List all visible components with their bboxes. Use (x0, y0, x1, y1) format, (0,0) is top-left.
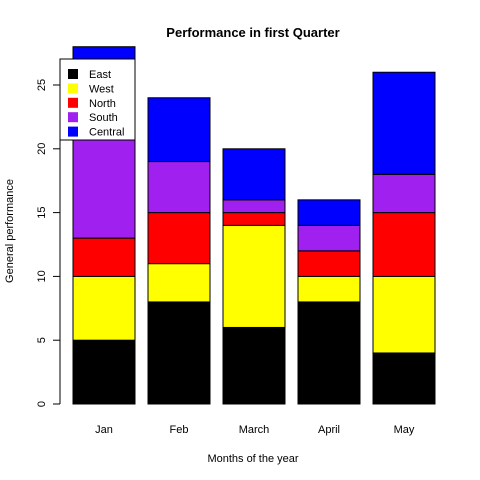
legend-swatch-north (68, 97, 78, 108)
legend: East West North South Central (59, 58, 136, 141)
bar-jan-east (72, 339, 136, 405)
bar-march-west (222, 224, 286, 328)
chart-title: Performance in first Quarter (166, 25, 339, 40)
legend-swatch-east (68, 69, 78, 79)
legend-label-central: Central (89, 127, 124, 139)
bar-feb-west (147, 263, 211, 303)
x-axis-label: Months of the year (207, 453, 298, 465)
bar-feb-north (147, 212, 211, 265)
legend-swatch-central (68, 126, 78, 137)
bar-may-south (372, 173, 436, 214)
bar-jan-north (72, 237, 136, 277)
legend-label-north: North (89, 98, 116, 110)
x-tick-label: Feb (170, 424, 189, 436)
bar-may-north (372, 212, 436, 277)
x-tick-label: Jan (95, 424, 113, 436)
bar-april-south (297, 224, 361, 252)
bar-march-north (222, 212, 286, 226)
bar-march-east (222, 326, 286, 405)
y-tick-label: 20 (36, 143, 48, 155)
y-tick-label: 15 (36, 206, 48, 218)
bar-may-west (372, 275, 436, 354)
bar-feb-east (147, 301, 211, 405)
bar-march-central (222, 148, 286, 201)
bar-may-central (372, 71, 436, 175)
y-tick-label: 25 (36, 79, 48, 91)
bar-may-east (372, 352, 436, 405)
x-tick-label: March (239, 424, 270, 436)
bar-feb-south (147, 161, 211, 214)
legend-label-south: South (89, 112, 118, 124)
bar-jan-west (72, 275, 136, 341)
legend-swatch-west (68, 83, 78, 94)
bar-april-west (297, 275, 361, 303)
bar-april-central (297, 199, 361, 226)
bar-april-east (297, 301, 361, 405)
y-axis-label: General performance (4, 179, 16, 283)
y-tick-label: 10 (36, 270, 48, 282)
y-tick-label: 0 (36, 401, 48, 407)
y-axis: 0 5 10 15 20 25 (36, 79, 61, 407)
bar-feb-central (147, 97, 211, 163)
y-tick-label: 5 (36, 337, 48, 343)
bar-april-north (297, 250, 361, 277)
bar-jan-south (72, 122, 136, 239)
x-tick-label: April (318, 424, 340, 436)
legend-label-east: East (89, 69, 111, 81)
x-tick-labels: Jan Feb March April May (95, 424, 415, 436)
legend-label-west: West (89, 83, 114, 95)
bar-march-south (222, 199, 286, 214)
legend-swatch-south (68, 112, 78, 123)
x-tick-label: May (394, 424, 415, 436)
